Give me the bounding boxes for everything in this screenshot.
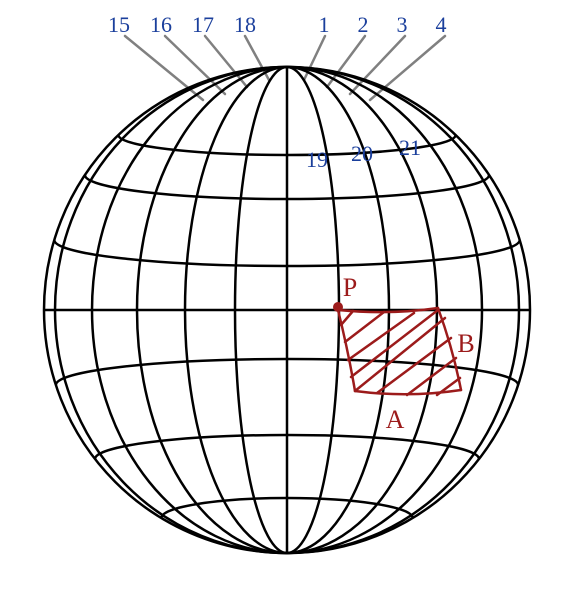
top-label-15: 15 (108, 14, 130, 36)
mid-label-21: 21 (399, 137, 421, 159)
diagram-root: 15 16 17 18 1 2 3 4 19 20 21 P A B (0, 0, 582, 600)
top-label-2: 2 (358, 14, 369, 36)
sphere-diagram (0, 0, 582, 600)
top-label-3: 3 (397, 14, 408, 36)
top-label-17: 17 (192, 14, 214, 36)
mid-label-19: 19 (306, 149, 328, 171)
label-B: B (457, 331, 474, 357)
top-label-18: 18 (234, 14, 256, 36)
top-label-4: 4 (436, 14, 447, 36)
top-label-16: 16 (150, 14, 172, 36)
top-label-1: 1 (319, 14, 330, 36)
mid-label-20: 20 (351, 143, 373, 165)
label-A: A (386, 407, 405, 433)
label-P: P (343, 275, 357, 301)
